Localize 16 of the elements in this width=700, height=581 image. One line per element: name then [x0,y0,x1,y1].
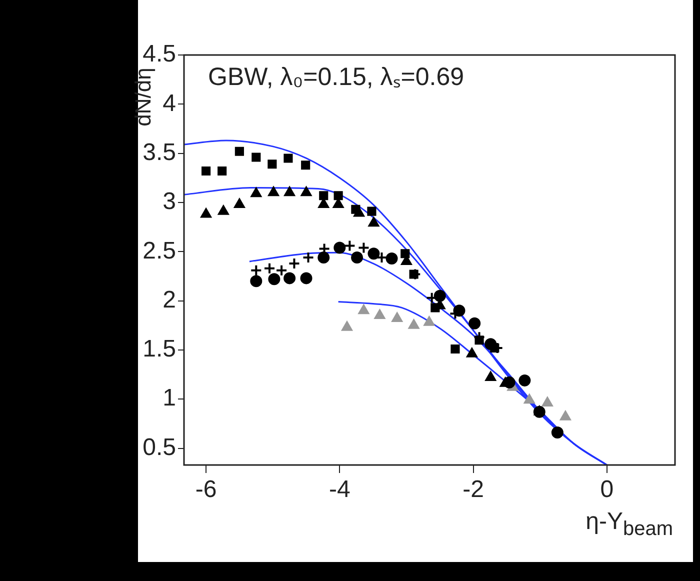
x-tick-label: -6 [195,476,217,504]
x-tick-label: -2 [462,476,484,504]
y-tick-label: 1.5 [142,336,176,363]
y-tick-label: 3.5 [142,138,176,166]
y-tick-label: 4.5 [142,40,176,68]
y-tick-label: 1 [162,384,176,412]
y-tick-label: 2 [162,286,176,314]
x-tick-label: 0 [600,476,614,504]
y-tick-label: 4 [162,90,176,117]
x-tick-label: -4 [328,476,350,504]
y-tick-label: 0.5 [142,434,176,461]
y-tick-label: 3 [162,188,176,216]
y-axis-title: dN/dη [130,68,156,126]
y-tick-label: 2.5 [142,237,176,264]
x-axis-title: η-Y$_{beam}$ [586,508,673,541]
annotation: GBW, λ₀=0.15, λₛ=0.69 [208,62,464,92]
